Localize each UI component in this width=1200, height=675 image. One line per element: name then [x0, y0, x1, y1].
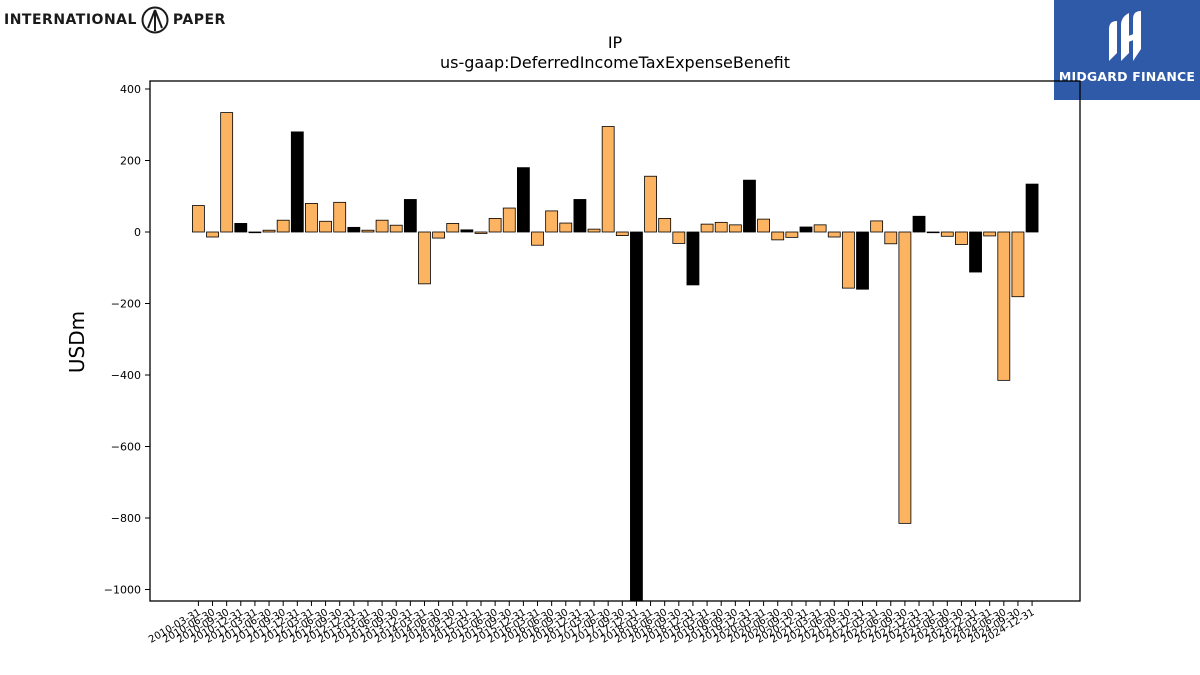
bar-2018-09-30 [672, 231, 686, 244]
bar-2022-06-30 [884, 231, 898, 245]
bar-2010-06-30 [206, 231, 219, 238]
international-paper-logo-text-right: PAPER [172, 12, 226, 28]
bar-2016-12-31 [573, 199, 587, 233]
y-tick-label: −200 [111, 298, 141, 311]
international-paper-logo-text-left: INTERNATIONAL [4, 12, 137, 28]
bar-2022-09-30 [898, 231, 912, 524]
bar-2014-06-30 [432, 231, 446, 239]
bar-2020-06-30 [771, 231, 785, 241]
y-axis-label: USDm [65, 311, 89, 373]
midgard-finance-logo-text: MIDGARD FINANCE [1058, 69, 1196, 84]
y-tick-label: 200 [120, 155, 141, 168]
bar-2012-06-30 [319, 220, 332, 233]
y-axis: 400 200 0 −200 −400 −600 −800 −1000 [104, 83, 150, 597]
chart-title: IP [608, 33, 623, 52]
chart-subtitle: us-gaap:DeferredIncomeTaxExpenseBenefit [440, 53, 790, 72]
bar-2019-09-30 [728, 224, 742, 233]
bar-2020-12-31 [799, 226, 813, 233]
bar-2012-09-30 [333, 201, 347, 233]
bar-2015-06-30 [488, 218, 502, 233]
x-axis: 2010-03-312010-06-302010-09-302010-12-31… [147, 601, 1037, 646]
midgard-logo-icon [1109, 11, 1141, 61]
bars-group [191, 112, 1039, 601]
bar-2013-12-31 [403, 199, 417, 233]
bar-2018-12-31 [686, 231, 700, 286]
bar-2014-03-31 [418, 231, 431, 285]
bar-2018-03-31 [644, 175, 657, 233]
bar-2011-12-31 [290, 131, 304, 233]
y-tick-label: 0 [134, 226, 141, 239]
bar-2012-12-31 [347, 226, 361, 233]
bar-2015-12-31 [516, 167, 530, 233]
bar-2020-09-30 [785, 231, 799, 238]
bar-2012-03-31 [305, 202, 318, 233]
bar-2023-03-31 [926, 231, 940, 234]
bar-2016-09-30 [559, 222, 573, 233]
y-tick-label: −400 [111, 369, 141, 382]
bar-2013-09-30 [389, 224, 403, 233]
bar-2017-06-30 [601, 126, 615, 233]
bar-2020-03-31 [757, 218, 770, 233]
y-tick-label: −800 [111, 512, 141, 525]
bar-2013-06-30 [375, 219, 389, 233]
bar-2019-03-31 [700, 223, 714, 233]
bar-2017-12-31 [630, 231, 643, 601]
bar-2022-03-31 [870, 220, 884, 233]
plot-frame [149, 80, 1081, 602]
bar-2017-03-31 [587, 228, 601, 233]
bar-2022-12-31 [912, 215, 926, 233]
bar-2010-12-31 [234, 223, 248, 233]
bar-2021-12-31 [856, 231, 869, 290]
international-paper-logo: INTERNATIONAL PAPER [4, 4, 226, 36]
bar-2018-06-30 [658, 218, 672, 233]
bar-2014-12-31 [460, 229, 474, 233]
bar-2011-09-30 [276, 219, 290, 233]
bar-2023-12-31 [969, 231, 982, 273]
bar-2013-03-31 [361, 229, 375, 233]
bar-2019-06-30 [714, 221, 728, 233]
bar-2010-09-30 [220, 112, 234, 233]
bar-2011-06-30 [262, 229, 276, 233]
bar-2011-03-31 [248, 231, 262, 234]
bar-2014-09-30 [446, 223, 460, 233]
bar-2019-12-31 [743, 179, 756, 233]
international-paper-logo-icon [141, 6, 169, 34]
bar-2024-09-30 [1011, 231, 1025, 298]
midgard-finance-logo: MIDGARD FINANCE [1054, 0, 1200, 100]
bar-2010-03-31 [191, 205, 205, 233]
bar-2024-12-31 [1025, 183, 1039, 233]
bar-2021-03-31 [813, 224, 827, 233]
bar-2016-06-30 [545, 210, 559, 233]
bar-2021-06-30 [827, 231, 841, 238]
y-tick-label: −600 [111, 441, 141, 454]
bar-2024-06-30 [997, 231, 1011, 381]
bar-2015-03-31 [474, 231, 488, 234]
bar-2015-09-30 [502, 207, 516, 233]
bar-2023-06-30 [940, 231, 954, 237]
bar-2023-09-30 [955, 231, 968, 245]
y-tick-label: 400 [120, 83, 141, 96]
bar-2024-03-31 [983, 231, 997, 237]
y-tick-label: −1000 [104, 584, 141, 597]
bar-2017-09-30 [615, 231, 629, 236]
bar-2021-09-30 [841, 231, 855, 289]
bar-2016-03-31 [531, 231, 544, 246]
